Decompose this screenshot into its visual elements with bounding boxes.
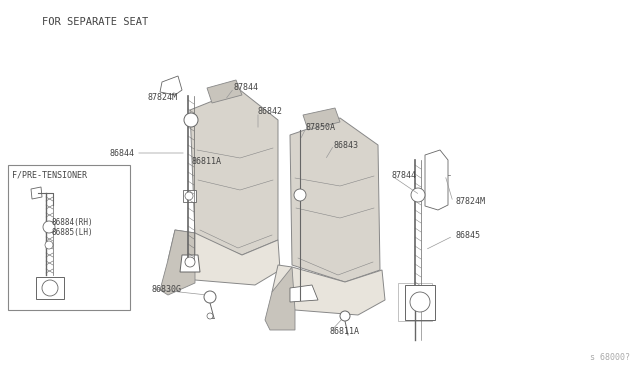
- Polygon shape: [265, 267, 295, 330]
- Bar: [36, 277, 64, 299]
- Circle shape: [410, 292, 430, 312]
- Text: 86845: 86845: [455, 231, 480, 241]
- Text: 87824M: 87824M: [148, 93, 178, 103]
- Text: 86842: 86842: [258, 108, 283, 116]
- Circle shape: [45, 241, 53, 249]
- Polygon shape: [160, 230, 195, 295]
- Circle shape: [411, 188, 425, 202]
- Circle shape: [43, 221, 55, 233]
- Polygon shape: [303, 108, 340, 130]
- Bar: [8, 165, 130, 310]
- Text: 87844: 87844: [392, 171, 417, 180]
- Bar: [405, 285, 435, 320]
- Circle shape: [204, 291, 216, 303]
- Polygon shape: [272, 265, 385, 315]
- Circle shape: [185, 192, 193, 200]
- Circle shape: [294, 189, 306, 201]
- Polygon shape: [180, 255, 200, 272]
- Text: F/PRE-TENSIONER: F/PRE-TENSIONER: [12, 170, 87, 180]
- Polygon shape: [290, 118, 380, 282]
- Circle shape: [340, 311, 350, 321]
- Text: 87850A: 87850A: [306, 124, 336, 132]
- Text: 87844: 87844: [234, 83, 259, 93]
- Text: 86884(RH): 86884(RH): [52, 218, 93, 227]
- Text: 86844: 86844: [109, 148, 134, 157]
- Text: 87824M: 87824M: [455, 198, 485, 206]
- Text: 86885(LH): 86885(LH): [52, 228, 93, 237]
- Text: 86830G: 86830G: [152, 285, 182, 294]
- Text: 86811A: 86811A: [191, 157, 221, 167]
- Circle shape: [42, 280, 58, 296]
- Circle shape: [184, 113, 198, 127]
- Text: FOR SEPARATE SEAT: FOR SEPARATE SEAT: [42, 17, 148, 27]
- Polygon shape: [31, 187, 42, 199]
- Bar: [398, 283, 432, 321]
- Polygon shape: [183, 190, 196, 202]
- Text: 86811A: 86811A: [330, 327, 360, 337]
- Polygon shape: [160, 76, 182, 95]
- Polygon shape: [168, 230, 280, 285]
- Circle shape: [207, 313, 213, 319]
- Polygon shape: [290, 285, 318, 302]
- Polygon shape: [190, 90, 278, 255]
- Text: 86843: 86843: [334, 141, 359, 150]
- Circle shape: [185, 257, 195, 267]
- Polygon shape: [425, 150, 448, 210]
- Polygon shape: [207, 80, 242, 103]
- Text: s 68000?: s 68000?: [590, 353, 630, 362]
